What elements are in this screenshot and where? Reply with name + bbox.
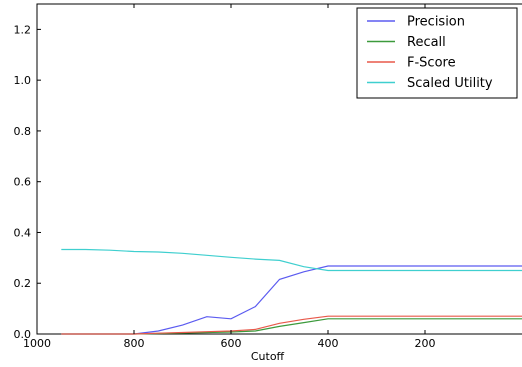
series-line-precision	[61, 265, 522, 335]
y-tick-label: 0.4	[14, 226, 32, 239]
y-tick-label: 1.2	[14, 23, 32, 36]
x-tick-label: 600	[221, 337, 242, 350]
series-line-f-score	[61, 315, 522, 335]
y-tick-label: 0.2	[14, 277, 32, 290]
y-axis: 0.0 0.2 0.4 0.6 0.8 1.0 1.2	[14, 23, 41, 341]
series-layer	[61, 248, 522, 335]
x-axis: 1000 800 600 400 200	[23, 4, 436, 350]
x-tick-label: 200	[415, 337, 436, 350]
x-tick-label: 800	[124, 337, 145, 350]
legend-label-precision: Precision	[407, 15, 465, 30]
plot-frame	[36, 3, 522, 335]
series-line-scaled-utility	[61, 248, 522, 272]
y-tick-label: 0.6	[14, 176, 32, 189]
legend-label-f-score: F-Score	[407, 56, 456, 71]
legend-label-scaled-utility: Scaled Utility	[407, 76, 493, 91]
y-tick-label: 1.0	[14, 74, 32, 87]
y-tick-label: 0.0	[14, 328, 32, 341]
y-tick-label: 0.8	[14, 125, 32, 138]
legend-label-recall: Recall	[407, 35, 446, 50]
x-axis-label: Cutoff	[251, 350, 285, 363]
legend: Precision Recall F-Score Scaled Utility	[356, 7, 518, 99]
x-tick-label: 1000	[23, 337, 51, 350]
plot-area	[36, 3, 522, 335]
x-tick-label: 400	[318, 337, 339, 350]
